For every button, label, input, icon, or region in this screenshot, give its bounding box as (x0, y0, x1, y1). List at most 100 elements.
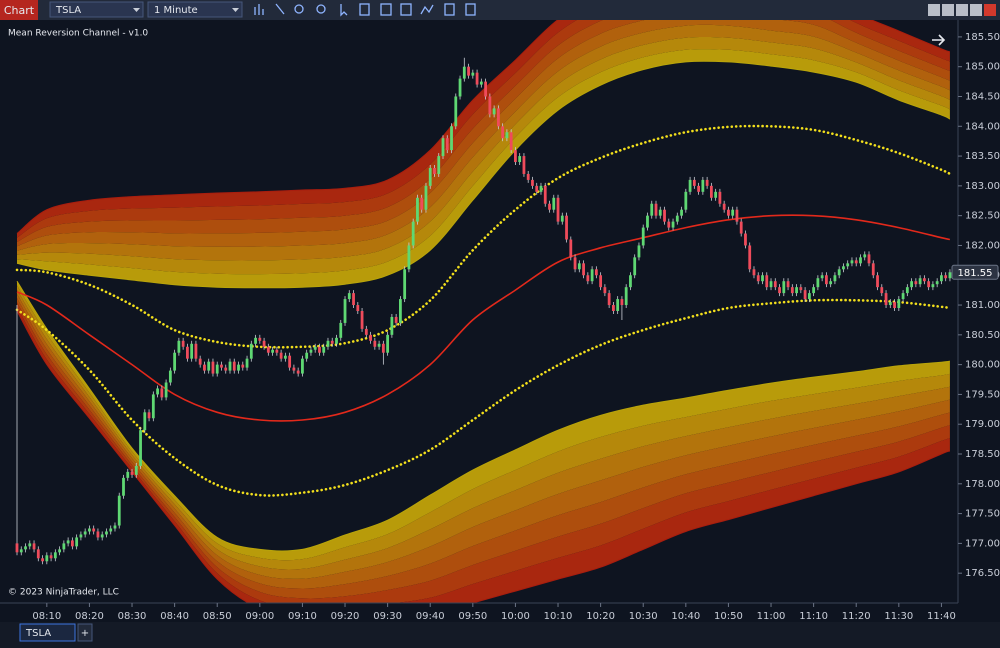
candle-body (411, 221, 415, 246)
template-icon[interactable] (444, 3, 455, 16)
window-button[interactable] (942, 4, 954, 16)
zoom-in-icon[interactable] (294, 4, 304, 14)
candle-body (407, 245, 411, 270)
interval-label[interactable]: 1 Minute (154, 5, 198, 16)
candle-body (454, 96, 458, 127)
candle-body (918, 278, 922, 285)
add-tab-label[interactable]: + (81, 628, 89, 639)
candle-body (624, 287, 628, 306)
candle-body (646, 215, 649, 228)
candle-body (526, 173, 530, 180)
candle-body (147, 412, 151, 419)
share-icon[interactable] (465, 3, 476, 16)
candle-body (326, 340, 330, 347)
candle-body (241, 364, 245, 368)
candle-body (927, 281, 931, 288)
y-tick-label: 185.50 (965, 32, 1000, 43)
candle-body (650, 203, 654, 216)
y-tick-label: 179.50 (965, 389, 1000, 400)
symbol-label[interactable]: TSLA (55, 5, 81, 16)
candle-body (262, 340, 266, 347)
candle-body (910, 281, 913, 288)
x-tick-label: 09:30 (373, 611, 402, 622)
indicator-icon[interactable] (400, 3, 412, 16)
candle-body (573, 257, 577, 270)
candle-body (151, 394, 155, 419)
chart-menu-label[interactable]: Chart (4, 4, 35, 17)
properties-icon[interactable] (359, 3, 370, 16)
analysis-icon[interactable] (420, 4, 434, 15)
candle-body (859, 257, 862, 264)
strategy-icon[interactable] (380, 3, 392, 16)
candle-body (876, 275, 879, 288)
candle-body (28, 543, 32, 547)
candle-body (697, 185, 700, 192)
candle-body (765, 275, 769, 288)
channel-edge (16, 60, 951, 289)
x-tick-label: 08:30 (118, 611, 147, 622)
x-tick-label: 09:50 (458, 611, 487, 622)
pointer-icon[interactable] (340, 4, 348, 17)
maximize-button[interactable] (970, 4, 982, 16)
x-tick-label: 09:40 (416, 611, 445, 622)
x-tick-label: 08:40 (160, 611, 189, 622)
candle-body (778, 287, 781, 294)
draw-icon[interactable] (275, 3, 285, 15)
candle-body (467, 66, 470, 76)
candle-body (893, 302, 896, 309)
minimize-button[interactable] (956, 4, 968, 16)
candle-body (194, 343, 198, 359)
candle-body (705, 179, 709, 186)
x-tick-label: 08:20 (75, 611, 104, 622)
zoom-out-icon[interactable] (316, 4, 326, 14)
symbol-dropdown[interactable] (49, 1, 144, 18)
candle-body (386, 334, 390, 353)
window-button[interactable] (928, 4, 940, 16)
y-tick-label: 182.50 (965, 211, 1000, 222)
candle-body (70, 540, 74, 547)
candle-body (901, 293, 905, 300)
candle-body (122, 477, 125, 496)
y-tick-label: 180.00 (965, 360, 1000, 371)
candle-body (373, 340, 377, 347)
candle-body (377, 343, 381, 347)
candle-body (177, 340, 181, 353)
candle-body (731, 209, 735, 216)
add-tab[interactable] (77, 623, 93, 642)
candle-body (799, 287, 803, 291)
candle-body (420, 197, 424, 210)
candle-body (807, 293, 811, 300)
candle-body (88, 528, 91, 532)
bars-icon[interactable] (254, 4, 264, 15)
y-tick-label: 176.50 (965, 568, 1000, 579)
candle-body (215, 364, 219, 374)
candle-body (100, 534, 104, 538)
scroll-arrow[interactable] (932, 34, 946, 46)
candle-body (552, 197, 556, 210)
candle-body (897, 299, 901, 309)
candle-body (45, 555, 49, 562)
candle-body (769, 281, 773, 288)
candle-body (360, 311, 364, 329)
candle-body (134, 465, 138, 475)
chart-menu[interactable] (0, 0, 38, 20)
tab[interactable] (19, 623, 76, 642)
interval-dropdown[interactable] (147, 1, 243, 18)
candle-body (884, 293, 888, 306)
tab-label[interactable]: TSLA (25, 628, 51, 639)
candle-body (833, 275, 837, 282)
candle-body (820, 275, 824, 279)
x-tick-label: 11:30 (884, 611, 913, 622)
candle-body (330, 340, 334, 344)
candle-body (75, 537, 79, 547)
channel-edge (16, 280, 950, 552)
channel-dotted-line (15, 298, 952, 497)
close-button[interactable] (984, 4, 996, 16)
candle-body (232, 361, 236, 371)
candle-body (590, 269, 594, 282)
candle-body (266, 346, 270, 353)
candle-body (501, 126, 505, 139)
candle-body (931, 284, 935, 288)
candle-body (433, 167, 436, 174)
candle-body (701, 179, 705, 192)
